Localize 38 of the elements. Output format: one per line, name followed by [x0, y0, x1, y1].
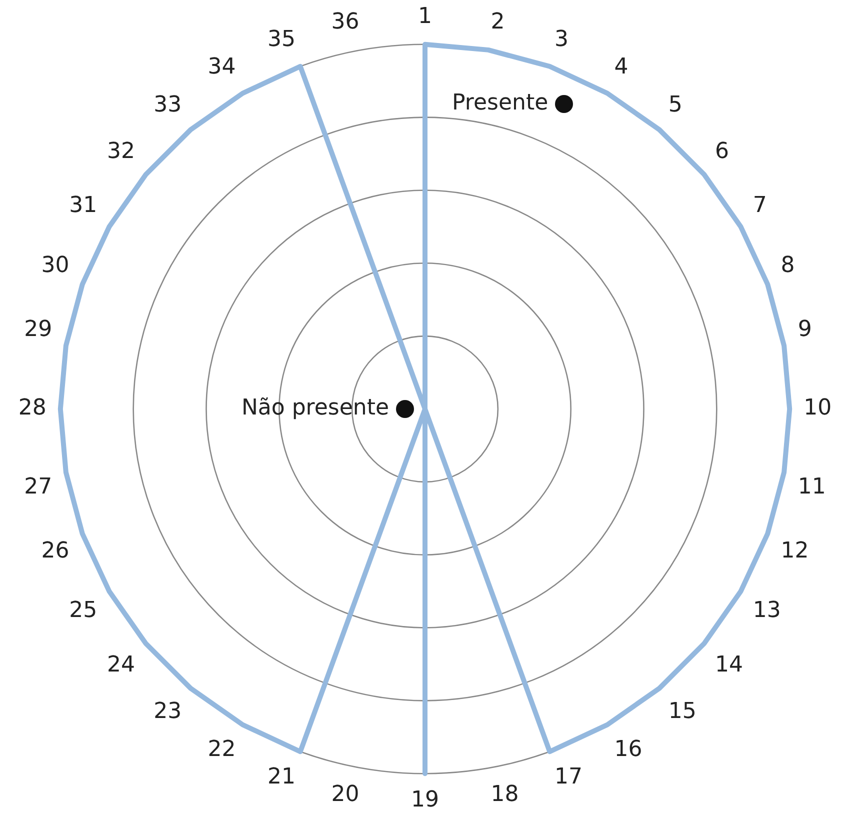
spoke-label: 16: [614, 736, 642, 762]
spoke-label: 33: [154, 92, 182, 118]
spoke-label: 34: [208, 54, 236, 80]
spoke-label: 6: [715, 139, 730, 164]
spoke-label: 25: [69, 598, 98, 624]
spoke-label: 4: [614, 54, 628, 80]
spoke-label: 27: [24, 474, 52, 500]
spoke-label: 11: [798, 474, 826, 500]
spoke-label: 12: [780, 538, 809, 564]
spoke-label: 31: [69, 193, 98, 218]
spoke-label: 28: [18, 396, 46, 421]
spoke-label: 2: [490, 10, 505, 35]
text: Presente: [452, 90, 548, 116]
spoke-label: 35: [268, 26, 296, 52]
spoke-label: 29: [24, 316, 52, 342]
spoke-label: 17: [554, 764, 582, 790]
spoke-label: 30: [41, 253, 70, 278]
spoke-label: 15: [668, 698, 696, 724]
spoke-label: 10: [804, 396, 832, 421]
spoke-label: 21: [268, 764, 296, 790]
spoke-label: 8: [780, 253, 795, 278]
spoke-label: 1: [418, 4, 432, 29]
spoke-label: 32: [106, 139, 135, 164]
spoke-label: 7: [752, 193, 767, 218]
spoke-label: 18: [490, 782, 519, 807]
spoke-label: 22: [208, 736, 236, 762]
spoke-label: 14: [715, 652, 744, 678]
spoke-label: 9: [798, 316, 812, 342]
spoke-label: 23: [154, 698, 182, 724]
spoke-label: 5: [668, 92, 682, 118]
spoke-label: 19: [411, 788, 439, 813]
text: Não presente: [241, 396, 389, 421]
spoke-label: 13: [752, 598, 781, 624]
spoke-label: 24: [106, 652, 135, 678]
spoke-label: 36: [331, 10, 360, 35]
spoke-label: 20: [331, 782, 360, 807]
spoke-label: 3: [554, 26, 568, 52]
spoke-label: 26: [41, 538, 70, 564]
